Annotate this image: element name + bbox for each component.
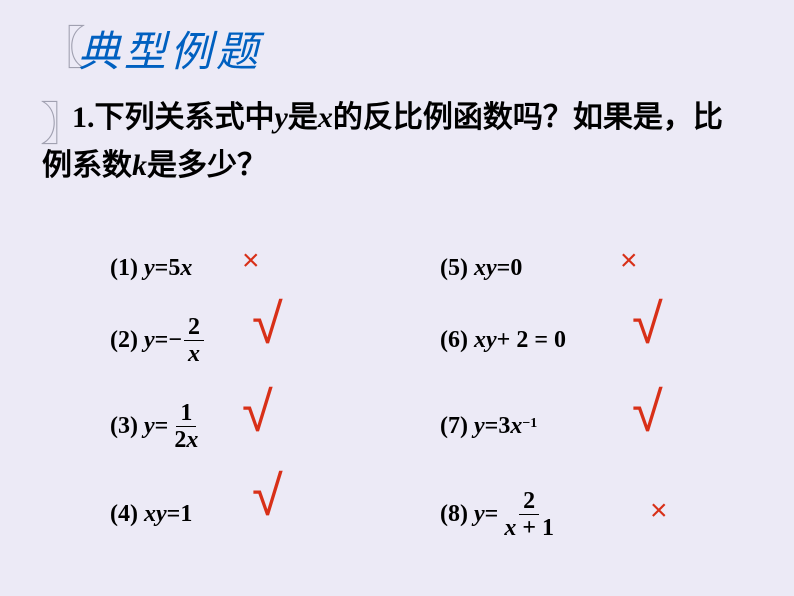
mark-3-check: √ bbox=[242, 384, 273, 440]
eq-7: (7) y = 3x−1 bbox=[440, 406, 537, 446]
question-text: 1.下列关系式中y是x的反比例函数吗？如果是，比例系数k是多少？ bbox=[42, 94, 742, 190]
mark-2-check: √ bbox=[252, 296, 283, 352]
eq-8: (8) y = 2x + 1 bbox=[440, 494, 560, 534]
mark-1-cross: × bbox=[242, 244, 260, 278]
mark-8-cross: × bbox=[650, 494, 668, 528]
eq-4: (4) xy = 1 bbox=[110, 494, 192, 534]
section-title: 典型例题 bbox=[78, 18, 262, 79]
eq-3: (3) y = 12x bbox=[110, 406, 204, 446]
eq-2: (2) y = −2x bbox=[110, 320, 206, 360]
eq-5: (5) xy = 0 bbox=[440, 248, 522, 288]
mark-4-check: √ bbox=[252, 468, 283, 524]
mark-7-check: √ bbox=[632, 384, 663, 440]
mark-6-check: √ bbox=[632, 296, 663, 352]
eq-1: (1) y = 5x bbox=[110, 248, 192, 288]
mark-5-cross: × bbox=[620, 244, 638, 278]
eq-6: (6) xy + 2 = 0 bbox=[440, 320, 566, 360]
